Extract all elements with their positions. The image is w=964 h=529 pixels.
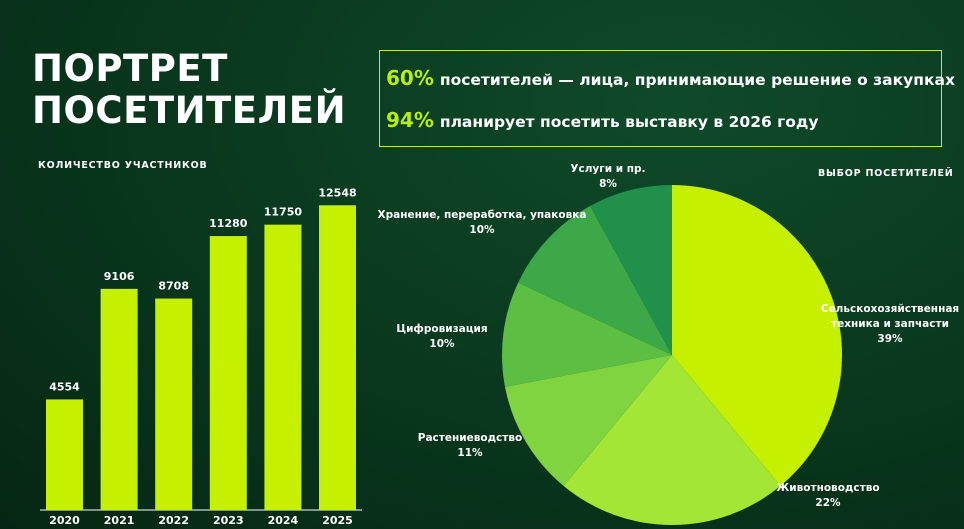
bar	[46, 399, 83, 510]
pie-slice	[672, 185, 842, 486]
pie-slice-label: Услуги и пр.	[570, 163, 645, 175]
pie-chart: Сельскохозяйственная техника и запчасти 39…	[378, 163, 959, 525]
pie-slice-percent: 39%	[877, 333, 903, 345]
bar-value-label: 11280	[209, 217, 248, 230]
pie-slice	[563, 355, 781, 525]
bar-value-label: 11750	[264, 206, 303, 219]
title-line-1: ПОРТРЕТ	[32, 47, 228, 90]
stat-text: посетителей — лица, принимающие решение …	[439, 71, 955, 89]
pie-slice	[505, 355, 672, 486]
pie-slice-percent: 22%	[815, 497, 841, 509]
page-title: ПОРТРЕТ ПОСЕТИТЕЛЕЙ	[32, 48, 346, 132]
pie-slice-percent: 8%	[599, 178, 617, 190]
bar	[100, 288, 138, 510]
bar	[264, 224, 302, 510]
pie-slice-percent: 10%	[429, 338, 455, 350]
bar-value-label: 8708	[158, 280, 189, 293]
stat-plan-visit: 94% планирует посетить выставку в 2026 го…	[386, 108, 819, 132]
pie-slice-label: техника и запчасти	[831, 318, 949, 330]
bar-value-label: 12548	[318, 186, 356, 199]
pie-slice-percent: 10%	[469, 224, 495, 236]
pie-slice-label: Цифровизация	[396, 323, 487, 335]
pie-slice	[502, 282, 672, 387]
pie-chart-title: ВЫБОР ПОСЕТИТЕЛЕЙ	[818, 168, 954, 179]
bar-value-label: 9106	[104, 270, 135, 283]
pie-slice-label: Животноводство	[776, 482, 879, 494]
bar-value-label: 4554	[49, 380, 80, 393]
stat-text: планирует посетить выставку в 2026 году	[439, 113, 819, 131]
stat-percent: 94%	[386, 108, 434, 132]
title-line-2: ПОСЕТИТЕЛЕЙ	[32, 89, 347, 132]
pie-slice-label: Растениеводство	[418, 432, 522, 444]
pie-slice-label: Сельскохозяйственная	[821, 303, 959, 315]
bar-chart-title: КОЛИЧЕСТВО УЧАСТНИКОВ	[38, 160, 208, 171]
pie-slice-label: Хранение, переработка, упаковка	[378, 209, 587, 221]
stat-percent: 60%	[386, 66, 434, 90]
bar-chart: 4554 2020 9106 2021 8708 2022 11280 2023 11750 20…	[40, 186, 362, 527]
bar	[319, 205, 356, 511]
year-tick-label: 2022	[158, 514, 189, 527]
year-tick-label: 2020	[49, 514, 80, 527]
year-tick-label: 2023	[213, 514, 244, 527]
year-tick-label: 2021	[104, 514, 135, 527]
stats-box: 60% посетителей — лица, принимающие решен…	[379, 50, 955, 147]
bar	[209, 236, 247, 510]
pie-slice-percent: 11%	[457, 447, 483, 459]
pie-slice	[590, 185, 672, 355]
bar	[155, 298, 193, 510]
year-tick-label: 2024	[268, 514, 299, 527]
stat-decision-makers: 60% посетителей — лица, принимающие решен…	[386, 66, 955, 90]
pie-slice	[518, 206, 672, 355]
year-tick-label: 2025	[322, 514, 353, 527]
